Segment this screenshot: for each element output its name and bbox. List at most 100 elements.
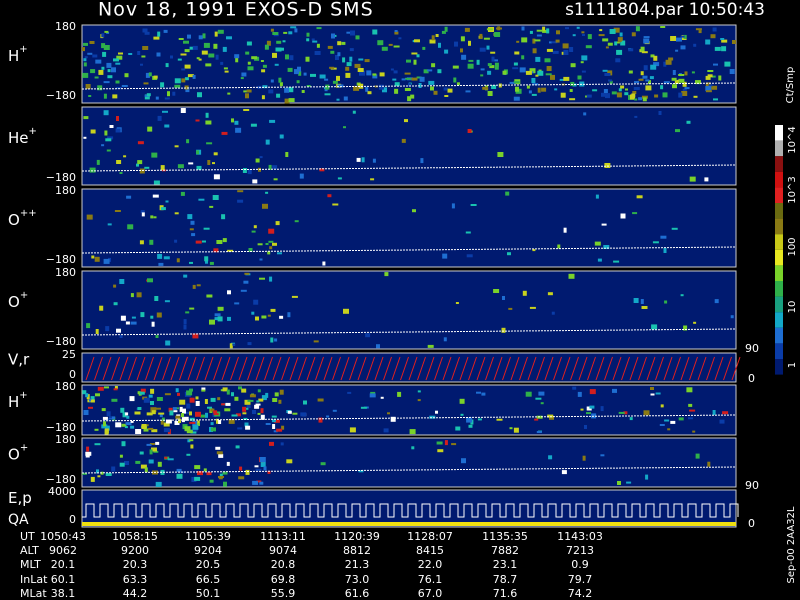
spectrum-cell [460, 48, 463, 53]
trace [81, 466, 737, 474]
spectrum-cell [119, 279, 125, 284]
spectrum-cell [672, 70, 676, 75]
spectrum-cell [259, 258, 263, 261]
spectrum-cell [691, 71, 695, 74]
spectrum-cell [156, 312, 162, 318]
spectrum-cell [258, 398, 264, 402]
spectrum-cell [586, 94, 592, 98]
spectrum-cell [643, 410, 650, 416]
spectrum-cell [671, 77, 677, 81]
spectrum-cell [82, 72, 89, 78]
file-label: s1111804.par 10:50:43 [565, 0, 765, 20]
spectrum-cell [174, 239, 178, 243]
spectrum-cell [152, 194, 159, 198]
spectrum-cell [544, 58, 551, 63]
spectrum-cell [521, 55, 525, 60]
spectrum-cell [608, 79, 612, 82]
spectrum-cell [184, 64, 191, 69]
spectrum-cell [358, 83, 364, 89]
spectrum-cell [222, 387, 228, 392]
spectrum-cell [372, 29, 378, 35]
spectrum-cell [97, 475, 101, 478]
spectrum-cell [178, 419, 181, 423]
spectrum-cell [101, 144, 105, 147]
spectrum-cell [223, 67, 228, 70]
spectrum-cell [172, 91, 176, 96]
spectrum-cell [227, 249, 234, 252]
spectrum-cell [276, 93, 281, 98]
spectrum-cell [177, 164, 184, 169]
spectrum-cell [317, 398, 324, 402]
spectrum-cell [609, 29, 616, 34]
spectrum-cell [565, 27, 569, 30]
spectrum-cell [135, 460, 141, 464]
footer-value: 61.6 [345, 587, 370, 600]
spectrum-cell [126, 415, 130, 419]
spectrum-cell [494, 65, 499, 70]
trace [81, 328, 737, 336]
footer-value: 63.3 [123, 573, 148, 586]
spectrum-cell [175, 415, 181, 419]
panel-label: O+ [8, 290, 28, 311]
colorbar-label: 100 [787, 237, 798, 256]
spectrum-cell [324, 93, 331, 96]
spectrum-cell [163, 422, 170, 427]
spectrum-cell [534, 39, 541, 42]
spectrum-cell [86, 214, 93, 220]
spectrum-cell [631, 32, 636, 37]
spectrum-cell [680, 35, 685, 38]
spectrum-cell [187, 74, 194, 78]
spectrum-cell [650, 64, 657, 70]
spectrum-cell [85, 451, 92, 456]
spectrum-cell [209, 205, 214, 208]
spectrum-cell [547, 292, 553, 296]
spectrum-cell [121, 423, 127, 427]
qa-bar [82, 522, 736, 526]
spectrum-cell [111, 67, 116, 73]
spectrum-cell [269, 441, 274, 446]
spectrum-cell [267, 251, 271, 255]
spectrum-cell [653, 55, 658, 61]
footer-value: 1105:39 [185, 530, 231, 543]
spectrum-cell [214, 317, 220, 321]
footer-value: 20.3 [123, 558, 148, 571]
spectrum-cell [436, 441, 443, 445]
colorbar-step [775, 312, 783, 328]
spectrum-cell [255, 316, 259, 321]
spectrum-cell [177, 58, 182, 61]
panel-label: He+ [8, 126, 37, 147]
spectrum-cell [429, 39, 436, 44]
spectrum-cell [149, 449, 153, 455]
spectrum-cell [201, 389, 206, 392]
colorbar-label: 10^4 [787, 126, 798, 153]
spectrum-cell [99, 305, 104, 311]
spectrum-cell [513, 427, 519, 433]
spectrum-cell [182, 408, 186, 414]
spectrum-cell [183, 324, 187, 330]
spectrum-cell [638, 97, 643, 101]
spectrum-cell [456, 82, 460, 86]
spectrum-cell [305, 56, 310, 62]
spectrum-cell [198, 35, 203, 40]
spectrum-cell [273, 178, 278, 181]
footer-value: 66.5 [196, 573, 221, 586]
spectrum-cell [189, 421, 196, 424]
spectrum-cell [256, 480, 262, 483]
spectrum-cell [678, 417, 684, 421]
spectrum-cell [634, 81, 639, 84]
spectrum-cell [283, 31, 288, 34]
spectrum-cell [301, 90, 305, 93]
spectrum-cell [509, 427, 513, 430]
label-charge: + [19, 44, 27, 55]
spectrum-cell [453, 77, 457, 83]
spectrum-cell [213, 152, 218, 156]
spectrum-cell [92, 54, 98, 58]
spectrum-cell [115, 62, 121, 65]
colorbar-step [775, 327, 783, 344]
spectrum-cell [546, 66, 552, 71]
footer-value: 1113:11 [260, 530, 306, 543]
spectrum-cell [251, 311, 255, 315]
spectrum-cell [704, 177, 709, 182]
spectrum-cell [592, 89, 598, 92]
spectrum-cell [496, 418, 503, 421]
